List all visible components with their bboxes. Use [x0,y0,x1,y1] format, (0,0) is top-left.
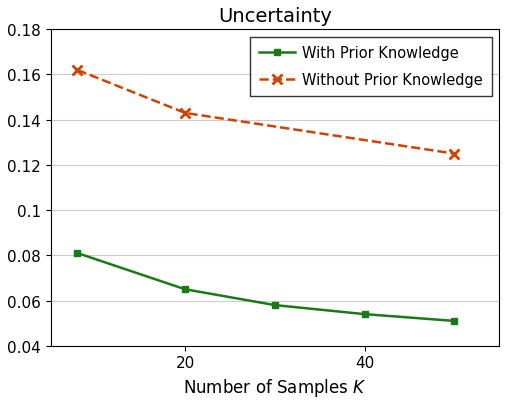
With Prior Knowledge [182,287,188,292]
Line: Without Prior Knowledge: Without Prior Knowledge [72,66,458,159]
With Prior Knowledge [74,251,80,256]
Without Prior Knowledge [450,152,457,157]
X-axis label: Number of Samples $K$: Number of Samples $K$ [183,376,366,398]
Without Prior Knowledge [182,111,188,116]
Line: With Prior Knowledge: With Prior Knowledge [74,250,457,324]
Title: Uncertainty: Uncertainty [218,7,331,26]
With Prior Knowledge [450,319,457,324]
With Prior Knowledge [271,303,277,308]
Without Prior Knowledge [74,68,80,73]
With Prior Knowledge [361,312,367,317]
Legend: With Prior Knowledge, Without Prior Knowledge: With Prior Knowledge, Without Prior Know… [249,38,491,96]
